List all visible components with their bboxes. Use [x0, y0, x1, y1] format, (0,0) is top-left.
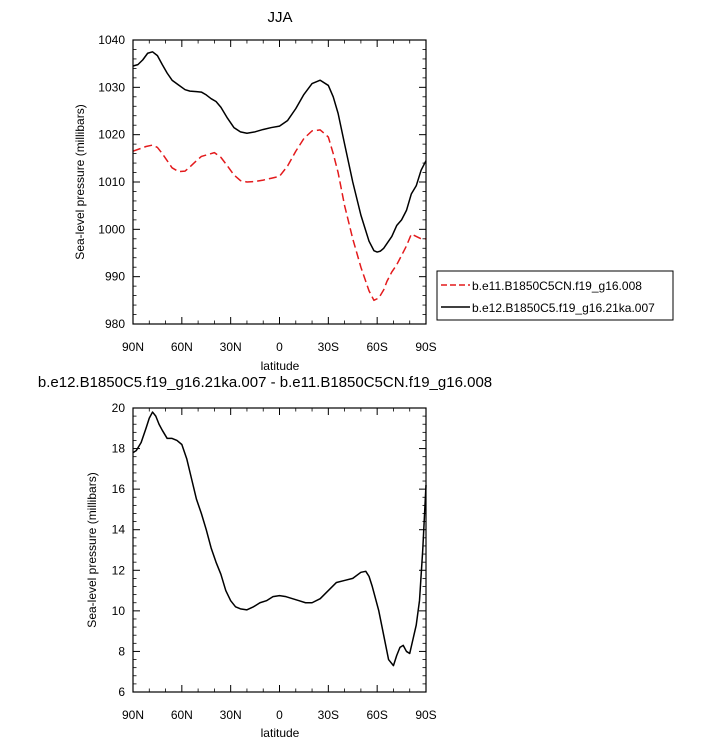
top-plot-frame — [132, 39, 427, 325]
top-xtick-label-3: 0 — [276, 340, 283, 354]
top-x-tick-labels: 90N 60N 30N 0 30S 60S 90S — [122, 340, 437, 354]
bottom-series-group — [132, 411, 427, 667]
top-xtick-label-2: 30N — [220, 340, 242, 354]
top-axis-ticks — [132, 39, 427, 325]
top-xtick-label-6: 90S — [415, 340, 436, 354]
top-ytick-label-1020: 1020 — [98, 128, 125, 142]
top-xtick-label-0: 90N — [122, 340, 144, 354]
bot-ytick-label-18: 18 — [112, 442, 126, 456]
top-series-group — [132, 51, 427, 302]
top-xtick-label-4: 30S — [318, 340, 339, 354]
bottom-y-tick-labels: 6 8 10 12 14 16 18 20 — [112, 401, 126, 699]
bottom-panel: b.e12.B1850C5.f19_g16.21ka.007 - b.e11.B… — [38, 374, 492, 740]
bottom-x-tick-labels: 90N 60N 30N 0 30S 60S 90S — [122, 708, 437, 722]
top-ytick-label-980: 980 — [105, 317, 125, 331]
top-xtick-label-5: 60S — [366, 340, 387, 354]
top-ytick-label-1040: 1040 — [98, 33, 125, 47]
top-ytick-label-990: 990 — [105, 270, 125, 284]
legend-label-series-1: b.e11.B1850C5CN.f19_g16.008 — [472, 279, 642, 293]
bottom-plot-frame — [132, 407, 427, 693]
top-xtick-label-1: 60N — [171, 340, 193, 354]
bot-ytick-label-14: 14 — [112, 523, 126, 537]
top-x-axis-label: latitude — [261, 359, 300, 373]
bot-ytick-label-6: 6 — [118, 685, 125, 699]
top-series-line-1 — [132, 129, 426, 302]
top-ytick-label-1000: 1000 — [98, 222, 125, 236]
top-y-axis-label: Sea-level pressure (millibars) — [73, 104, 87, 259]
bot-ytick-label-20: 20 — [112, 401, 126, 415]
bot-xtick-label-0: 90N — [122, 708, 144, 722]
bot-xtick-label-1: 60N — [171, 708, 193, 722]
bot-ytick-label-8: 8 — [118, 644, 125, 658]
top-legend: b.e11.B1850C5CN.f19_g16.008 b.e12.B1850C… — [436, 270, 674, 321]
bottom-chart-title: b.e12.B1850C5.f19_g16.21ka.007 - b.e11.B… — [38, 374, 492, 391]
legend-label-series-2: b.e12.B1850C5.f19_g16.21ka.007 — [472, 301, 655, 315]
bot-xtick-label-4: 30S — [318, 708, 339, 722]
bottom-x-axis-label: latitude — [261, 726, 300, 740]
legend-frame — [436, 270, 674, 321]
bot-xtick-label-2: 30N — [220, 708, 242, 722]
bottom-y-axis-label: Sea-level pressure (millibars) — [85, 472, 99, 627]
bottom-axis-ticks — [132, 407, 427, 693]
top-y-tick-labels: 980 990 1000 1010 1020 1030 1040 — [98, 33, 125, 331]
bot-xtick-label-6: 90S — [415, 708, 436, 722]
bot-series-line-1 — [132, 411, 427, 667]
top-chart-title: JJA — [267, 9, 292, 26]
bot-ytick-label-12: 12 — [112, 563, 126, 577]
bot-xtick-label-3: 0 — [276, 708, 283, 722]
top-ytick-label-1030: 1030 — [98, 80, 125, 94]
bot-ytick-label-10: 10 — [112, 604, 126, 618]
top-ytick-label-1010: 1010 — [98, 175, 125, 189]
bot-xtick-label-5: 60S — [366, 708, 387, 722]
bot-ytick-label-16: 16 — [112, 482, 126, 496]
top-series-line-2 — [132, 51, 427, 253]
top-panel: JJA 980 990 1000 1010 1020 1030 1040 90N 60N 30N… — [73, 9, 674, 373]
